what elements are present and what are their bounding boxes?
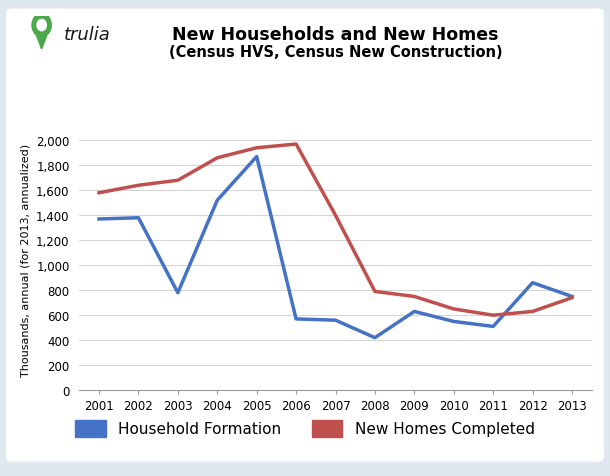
- Text: trulia: trulia: [64, 26, 111, 44]
- Circle shape: [32, 14, 51, 38]
- Text: •: •: [34, 26, 50, 54]
- Circle shape: [37, 20, 46, 31]
- Polygon shape: [35, 31, 49, 50]
- Y-axis label: Thousands, annual (for 2013, annualized): Thousands, annual (for 2013, annualized): [21, 143, 30, 376]
- Text: New Households and New Homes: New Households and New Homes: [172, 26, 499, 44]
- Legend: Household Formation, New Homes Completed: Household Formation, New Homes Completed: [68, 413, 542, 444]
- Text: (Census HVS, Census New Construction): (Census HVS, Census New Construction): [169, 45, 502, 60]
